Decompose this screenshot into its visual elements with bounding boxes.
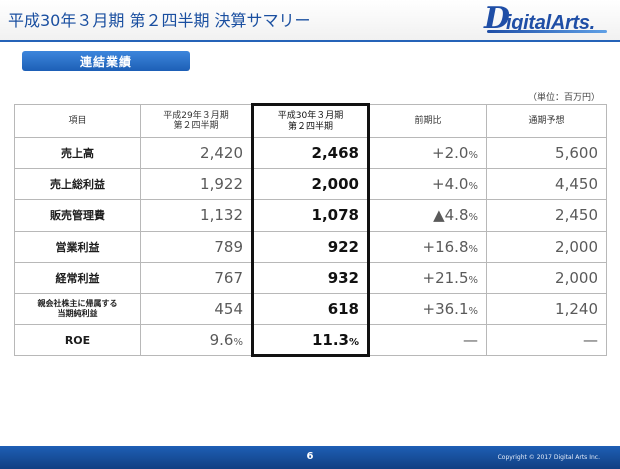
table-row: ROE 9.6% 11.3% — — (14, 324, 607, 358)
row-item: ROE (14, 324, 141, 357)
pct-sign: % (468, 150, 478, 162)
section-label: 連結業績 (22, 51, 190, 71)
pct-sign: % (468, 181, 478, 193)
row-prev: 1,132 (140, 199, 253, 232)
row-prev: 767 (140, 261, 253, 294)
table-row: 売上高 2,420 2,468 +2.0% 5,600 (14, 136, 607, 170)
page-number: 6 (306, 451, 314, 462)
slide-title: 平成30年３月期 第２四半期 決算サマリー (8, 11, 311, 30)
row-yoy: ▲4.8% (368, 199, 487, 232)
pct-sign: % (468, 212, 478, 224)
row-item-line2: 当期純利益 (57, 309, 98, 319)
row-prev: 789 (140, 230, 253, 263)
row-item: 営業利益 (14, 230, 141, 263)
row-yoy: +16.8% (368, 230, 487, 263)
row-forecast: 2,000 (486, 261, 607, 294)
yoy-value: +4.0 (432, 175, 469, 194)
header-prev-line1: 平成29年３月期 (163, 110, 229, 121)
row-prev: 9.6% (140, 324, 253, 357)
header-prev-line2: 第２四半期 (173, 121, 219, 131)
prev-value: 9.6 (209, 331, 234, 350)
row-yoy: +36.1% (368, 292, 487, 326)
header-forecast: 通期予想 (486, 104, 607, 138)
row-forecast: 5,600 (486, 136, 607, 170)
row-prev: 2,420 (140, 136, 253, 170)
pct-sign: % (468, 274, 478, 286)
row-forecast: 2,450 (486, 199, 607, 232)
yoy-value: +16.8 (422, 237, 469, 256)
row-current: 618 (251, 292, 370, 326)
row-yoy: +2.0% (368, 136, 487, 170)
row-yoy: +21.5% (368, 261, 487, 294)
consolidated-results-table: 項目 平成29年３月期 第２四半期 平成30年３月期 第２四半期 前期比 通期予… (14, 103, 607, 358)
yoy-value: +36.1 (422, 300, 469, 319)
row-prev: 1,922 (140, 168, 253, 201)
header-yoy: 前期比 (368, 104, 487, 138)
row-current: 11.3% (251, 324, 370, 358)
logo-wordmark: igitalArts. (506, 12, 595, 34)
row-yoy: — (368, 324, 487, 357)
row-item: 販売管理費 (14, 199, 141, 232)
row-forecast: — (486, 324, 607, 357)
logo-swoosh-icon (487, 30, 607, 33)
header-item: 項目 (14, 104, 141, 138)
slide-header: 平成30年３月期 第２四半期 決算サマリー D igitalArts. (0, 0, 620, 40)
pct-sign: % (233, 337, 243, 349)
row-forecast: 2,000 (486, 230, 607, 263)
row-current: 2,468 (251, 136, 370, 170)
header-current-period: 平成30年３月期 第２四半期 (251, 103, 370, 138)
header-divider (0, 40, 620, 42)
row-forecast: 4,450 (486, 168, 607, 201)
copyright-text: Copyright © 2017 Digital Arts Inc. (497, 454, 600, 461)
row-current: 1,078 (251, 199, 370, 232)
pct-sign: % (468, 306, 478, 318)
row-item: 売上高 (14, 136, 141, 170)
table-row: 親会社株主に帰属する 当期純利益 454 618 +36.1% 1,240 (14, 292, 607, 326)
yoy-value: ▲4.8 (433, 206, 469, 225)
table-header-row: 項目 平成29年３月期 第２四半期 平成30年３月期 第２四半期 前期比 通期予… (14, 103, 607, 138)
row-yoy: +4.0% (368, 168, 487, 201)
header-cur-line1: 平成30年３月期 (277, 111, 344, 122)
row-item: 経常利益 (14, 261, 141, 294)
header-cur-line2: 第２四半期 (287, 121, 333, 132)
row-current: 2,000 (251, 168, 370, 201)
row-forecast: 1,240 (486, 292, 607, 326)
table-row: 営業利益 789 922 +16.8% 2,000 (14, 230, 607, 263)
row-current: 932 (251, 261, 370, 294)
row-prev: 454 (140, 292, 253, 326)
table-row: 売上総利益 1,922 2,000 +4.0% 4,450 (14, 168, 607, 201)
row-item: 売上総利益 (14, 168, 141, 201)
row-current: 922 (251, 230, 370, 263)
pct-sign: % (348, 336, 359, 348)
yoy-value: +2.0 (432, 144, 469, 163)
pct-sign: % (468, 243, 478, 255)
yoy-value: +21.5 (422, 268, 469, 287)
table-row: 販売管理費 1,132 1,078 ▲4.8% 2,450 (14, 199, 607, 232)
header-prev-period: 平成29年３月期 第２四半期 (140, 104, 253, 138)
logo-letter-d: D (484, 1, 511, 36)
digitalarts-logo: D igitalArts. (484, 4, 614, 38)
table-row: 経常利益 767 932 +21.5% 2,000 (14, 261, 607, 294)
footer-bar: 6 Copyright © 2017 Digital Arts Inc. (0, 446, 620, 469)
cur-value: 11.3 (311, 330, 349, 349)
row-item-line1: 親会社株主に帰属する (37, 299, 118, 309)
row-item: 親会社株主に帰属する 当期純利益 (14, 292, 141, 326)
unit-note: （単位：百万円） (527, 93, 600, 103)
